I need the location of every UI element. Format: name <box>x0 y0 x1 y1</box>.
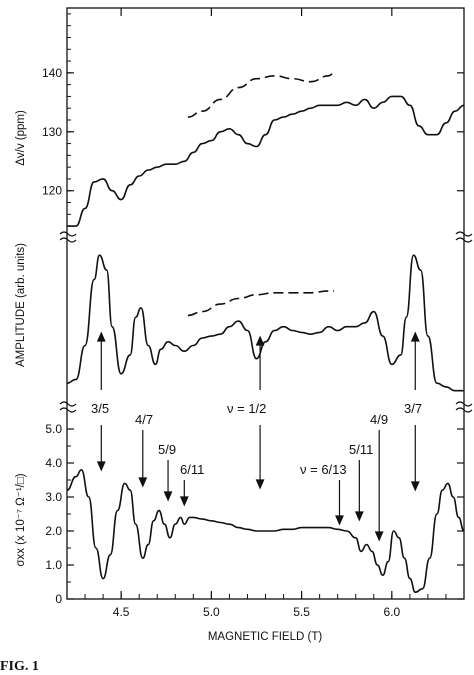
top-ylabel: Δv/v (ppm) <box>15 110 27 166</box>
middle-ylabel: AMPLITUDE (arb. units) <box>15 243 27 367</box>
bottom-ytick-label: 4.0 <box>45 456 62 470</box>
arrow-3-7-down-head <box>410 481 420 492</box>
bottom-series-solid <box>66 469 465 593</box>
middle-series-dashed <box>187 290 335 317</box>
annotation-arrows <box>96 331 420 542</box>
label-6-11: 6/11 <box>180 462 204 477</box>
arrow-3-5-up-head <box>96 331 106 342</box>
middle-series-solid <box>66 254 464 392</box>
top-ytick-label: 120 <box>42 184 62 198</box>
label-nu-1-2: ν = 1/2 <box>227 401 266 416</box>
label-5-11: 5/11 <box>349 442 373 457</box>
arrow-half-down-head <box>255 479 265 490</box>
caption-fragment: FIG. 1 <box>0 659 39 674</box>
bottom-ytick-label: 5.0 <box>45 422 62 436</box>
arrow-half-up-head <box>255 335 265 346</box>
label-3-5: 3/5 <box>91 401 109 416</box>
arrow-3-7-up-head <box>410 331 420 342</box>
label-5-9: 5/9 <box>158 442 176 457</box>
plot-frame <box>66 7 465 600</box>
bottom-ytick-label: 0 <box>55 592 62 606</box>
top-series-dashed <box>187 72 335 118</box>
xtick-label: 4.5 <box>113 605 130 619</box>
bottom-ytick-label: 3.0 <box>45 490 62 504</box>
arrow-4-7-head <box>138 477 148 488</box>
xtick-label: 5.5 <box>293 605 310 619</box>
arrow-5-9-head <box>163 491 173 502</box>
arrow-5-11-head <box>354 511 364 522</box>
label-4-7: 4/7 <box>135 412 153 427</box>
top-ytick-label: 130 <box>42 125 62 139</box>
label-4-9: 4/9 <box>370 412 388 427</box>
xtick-label: 6.0 <box>383 605 400 619</box>
x-axis-title: MAGNETIC FIELD (T) <box>208 631 323 643</box>
bottom-ytick-label: 1.0 <box>45 558 62 572</box>
label-3-7: 3/7 <box>404 401 422 416</box>
curves <box>66 72 465 593</box>
top-ytick-label: 140 <box>42 66 62 80</box>
xtick-label: 5.0 <box>203 605 220 619</box>
arrow-6-13-head <box>335 515 344 526</box>
bottom-ylabel: σxx (x 10⁻⁷ Ω⁻¹/□) <box>15 473 27 566</box>
arrow-3-5-down-head <box>96 461 106 472</box>
axis-break-marks <box>59 231 473 413</box>
top-series-solid <box>66 95 465 227</box>
label-nu-6-13: ν = 6/13 <box>300 462 347 477</box>
arrow-6-11-head <box>179 496 189 507</box>
bottom-ytick-label: 2.0 <box>45 524 62 538</box>
axis-ticks: 120 130 140 0 1.0 2.0 3.0 4.0 5.0 4.5 5.0 5.5 6.0 <box>42 8 464 619</box>
arrow-4-9-head <box>374 531 384 542</box>
